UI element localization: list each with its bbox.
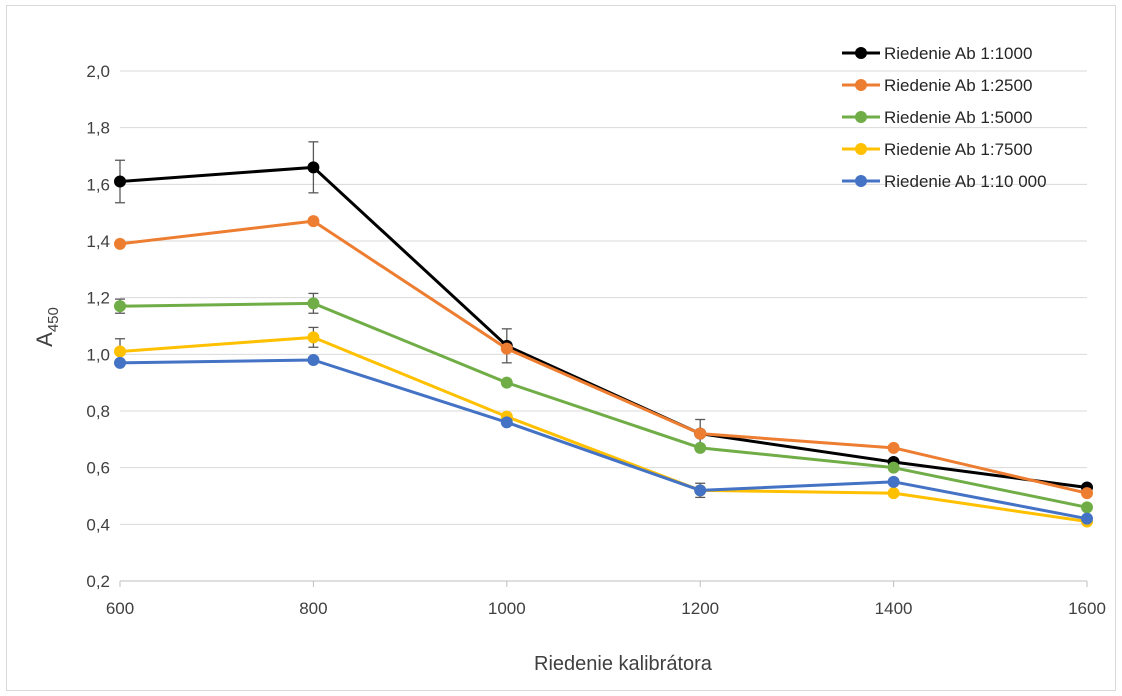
legend-label: Riedenie Ab 1:5000 — [884, 108, 1032, 127]
legend-label: Riedenie Ab 1:10 000 — [884, 172, 1047, 191]
data-point — [114, 175, 126, 188]
legend-swatch-marker — [855, 79, 867, 91]
y-axis-title: A450 — [32, 307, 62, 347]
data-point — [887, 475, 900, 488]
x-tick-label: 1200 — [681, 599, 719, 618]
data-point — [307, 215, 320, 228]
x-tick-label: 1400 — [875, 599, 913, 618]
y-tick-label: 0,8 — [86, 402, 110, 421]
series-line — [119, 165, 1088, 489]
series-line — [119, 358, 1088, 521]
series-line — [119, 301, 1088, 509]
legend-item: Riedenie Ab 1:5000 — [842, 108, 1032, 127]
data-point — [500, 376, 513, 389]
series-line — [119, 219, 1088, 495]
x-axis-title: Riedenie kalibrátora — [534, 653, 713, 675]
y-tick-label: 2,0 — [86, 62, 110, 81]
data-point — [1081, 501, 1093, 514]
data-point — [114, 237, 126, 250]
y-tick-label: 1,2 — [86, 289, 110, 308]
data-point — [307, 354, 320, 366]
series-2 — [114, 215, 1093, 500]
data-point — [500, 342, 513, 355]
data-point — [694, 441, 707, 454]
data-point — [1081, 487, 1093, 500]
legend-item: Riedenie Ab 1:2500 — [842, 76, 1032, 95]
data-point — [114, 300, 126, 313]
y-tick-label: 0,6 — [86, 459, 110, 478]
axes: 0,2 0,4 0,6 0,8 1,0 1,2 1,4 1,6 1,8 2,0 600 800 1000… — [86, 62, 1106, 618]
legend-label: Riedenie Ab 1:2500 — [884, 76, 1032, 95]
series-line — [119, 335, 1088, 523]
y-tick-label: 1,4 — [86, 232, 110, 251]
data-point — [114, 356, 126, 369]
x-tick-label: 1000 — [488, 599, 526, 618]
x-tick-label: 600 — [106, 599, 134, 618]
y-axis-title-subscript: 450 — [45, 307, 62, 332]
chart-area — [6, 5, 1116, 691]
gridlines — [120, 70, 1087, 525]
data-point — [887, 441, 900, 454]
data-point — [1081, 512, 1093, 525]
y-tick-label: 0,4 — [86, 515, 110, 534]
legend-swatch-marker — [855, 47, 867, 59]
legend-item: Riedenie Ab 1:7500 — [842, 140, 1032, 159]
legend-item: Riedenie Ab 1:1000 — [842, 44, 1032, 63]
x-tick-label: 1600 — [1068, 599, 1106, 618]
data-point — [694, 427, 707, 440]
data-point — [500, 416, 513, 429]
series-1 — [114, 141, 1093, 494]
series-3 — [114, 292, 1093, 514]
legend-swatch-marker — [855, 175, 867, 187]
series-5 — [114, 354, 1093, 525]
data-point — [114, 345, 126, 358]
legend-label: Riedenie Ab 1:7500 — [884, 140, 1032, 159]
data-point — [694, 484, 707, 497]
legend-swatch-marker — [855, 111, 867, 123]
y-axis-title-main: A — [32, 332, 57, 347]
y-tick-label: 1,0 — [86, 345, 110, 364]
data-point — [307, 331, 320, 344]
data-series — [114, 141, 1093, 528]
data-point — [307, 161, 320, 174]
x-tick-label: 800 — [299, 599, 327, 618]
legend-swatch-marker — [855, 143, 867, 155]
data-point — [307, 297, 320, 310]
y-tick-label: 1,6 — [86, 175, 110, 194]
y-tick-label: 1,8 — [86, 119, 110, 138]
legend: Riedenie Ab 1:1000 Riedenie Ab 1:2500 Ried… — [842, 44, 1047, 191]
y-tick-label: 0,2 — [86, 572, 110, 591]
data-point — [887, 487, 900, 500]
legend-item: Riedenie Ab 1:10 000 — [842, 172, 1047, 191]
data-point — [887, 461, 900, 474]
legend-label: Riedenie Ab 1:1000 — [884, 44, 1032, 63]
series-4 — [114, 326, 1093, 528]
